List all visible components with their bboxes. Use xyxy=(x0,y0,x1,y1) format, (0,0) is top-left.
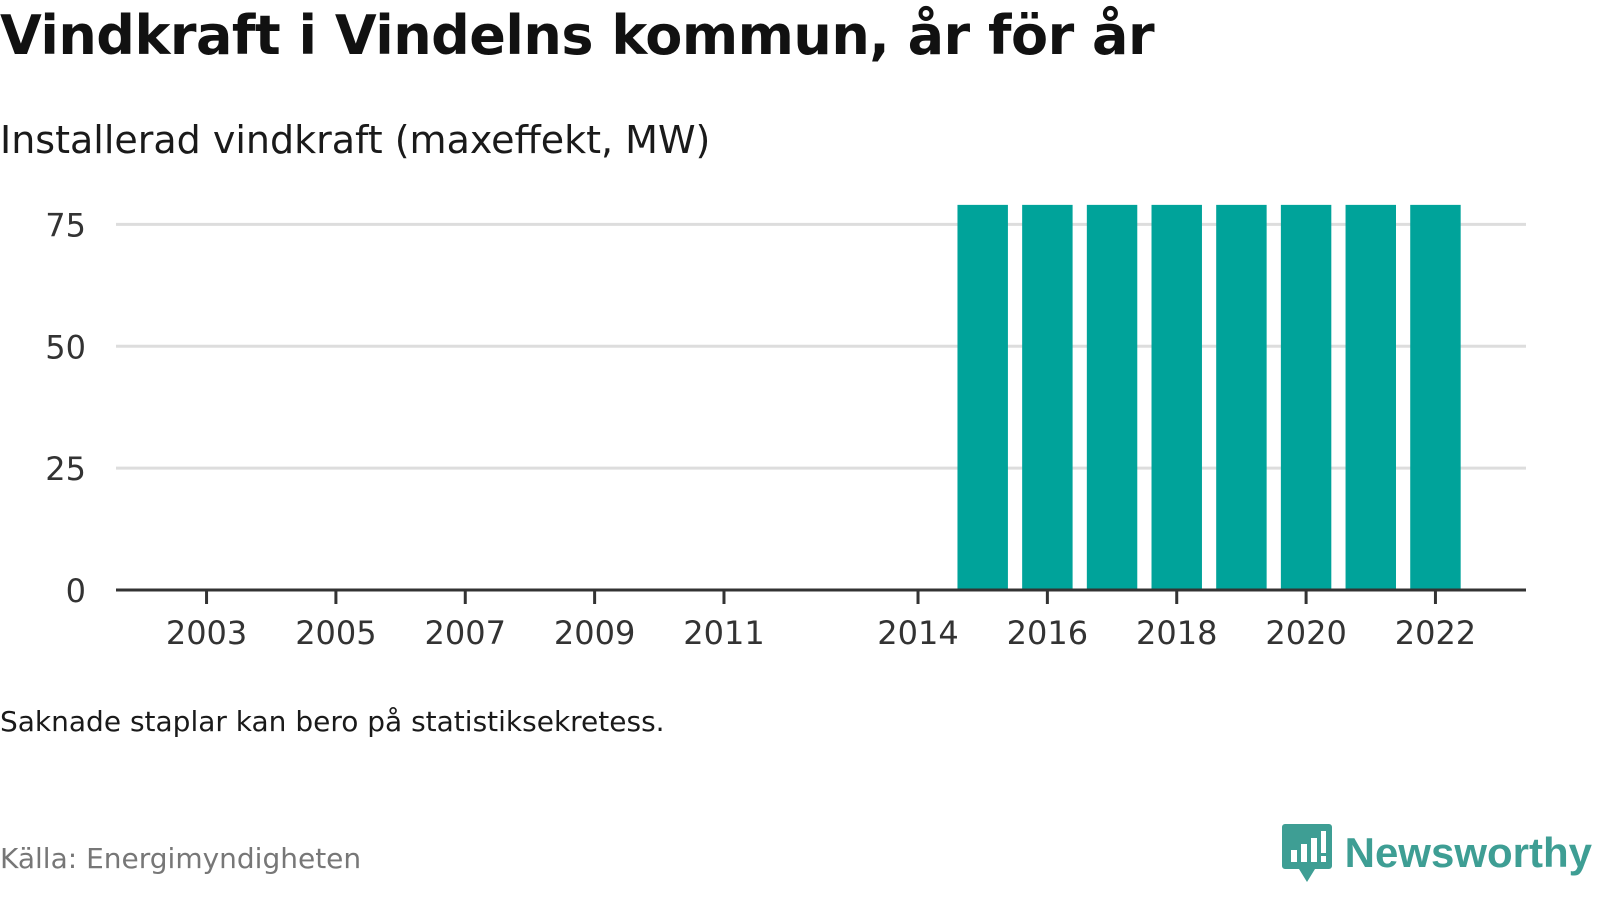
bar xyxy=(1216,204,1267,590)
bar xyxy=(1280,204,1332,590)
newsworthy-logo-icon xyxy=(1281,824,1332,882)
x-tick-label: 2003 xyxy=(166,614,247,652)
x-tick-label: 2018 xyxy=(1136,614,1217,652)
x-tick-label: 2007 xyxy=(425,614,506,652)
bar-chart: 0 25 50 75 2003 2005 2007 2009 2011 2014 2016 2018… xyxy=(45,204,1526,652)
x-tick-label: 2009 xyxy=(554,614,635,652)
bar xyxy=(1151,204,1202,590)
bar xyxy=(1410,204,1461,590)
x-tick-label: 2014 xyxy=(877,614,958,652)
y-tick-label: 50 xyxy=(45,328,86,366)
x-tick-label: 2016 xyxy=(1007,614,1088,652)
x-tick-label: 2011 xyxy=(683,614,764,652)
brand-logo: Newsworthy xyxy=(1281,822,1592,884)
y-tick-label: 0 xyxy=(66,572,86,610)
chart-subtitle: Installerad vindkraft (maxeffekt, MW) xyxy=(0,118,711,162)
footnote: Saknade staplar kan bero på statistiksek… xyxy=(0,705,665,738)
y-axis-ticks: 0 25 50 75 xyxy=(45,206,86,610)
x-tick-label: 2022 xyxy=(1395,614,1476,652)
bar xyxy=(1345,204,1396,590)
brand-name: Newsworthy xyxy=(1344,829,1592,876)
y-tick-label: 25 xyxy=(45,450,86,488)
source-label: Källa: Energimyndigheten xyxy=(0,842,362,875)
bars xyxy=(957,204,1461,590)
x-tick-label: 2005 xyxy=(295,614,376,652)
x-axis-ticks: 2003 2005 2007 2009 2011 2014 2016 2018 2020 2022 xyxy=(166,590,1476,652)
chart-title: Vindkraft i Vindelns kommun, år för år xyxy=(0,4,1155,67)
x-tick-label: 2020 xyxy=(1265,614,1346,652)
bar xyxy=(1022,204,1073,590)
bar xyxy=(957,204,1008,590)
y-tick-label: 75 xyxy=(45,206,86,244)
bar xyxy=(1086,204,1138,590)
